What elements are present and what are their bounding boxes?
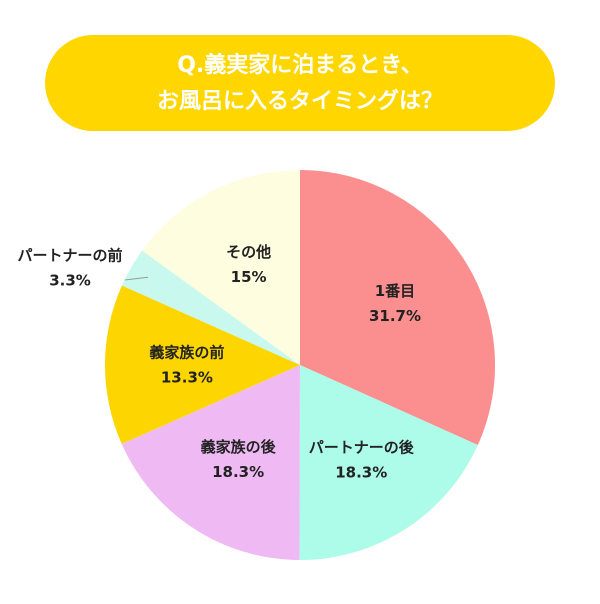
leader-line (124, 276, 149, 281)
title-pill (45, 35, 555, 131)
pie-slice (121, 365, 300, 560)
slice-value: 18.3% (212, 463, 264, 481)
slice-value: 13.3% (161, 368, 213, 386)
slice-label: 義家族の前 (149, 343, 224, 361)
pie-slice (142, 170, 300, 365)
slice-value: 18.3% (335, 464, 387, 482)
slice-label: 1番目 (375, 282, 415, 300)
pie-slice (105, 285, 300, 444)
slice-label: パートナーの後 (309, 439, 415, 457)
chart-title: Q.義実家に泊まるとき、 (177, 52, 423, 78)
slice-value: 15% (231, 268, 267, 286)
slice-label: その他 (226, 243, 271, 261)
slice-label: 義家族の後 (201, 438, 277, 456)
slice-label: パートナーの前 (17, 247, 122, 265)
chart-title: お風呂に入るタイミングは？ (157, 88, 443, 114)
pie-slice (299, 365, 478, 560)
slice-value: 31.7% (369, 307, 421, 325)
slice-value: 3.3% (49, 272, 91, 290)
pie-slice (300, 170, 495, 446)
pie-slice (121, 250, 301, 365)
